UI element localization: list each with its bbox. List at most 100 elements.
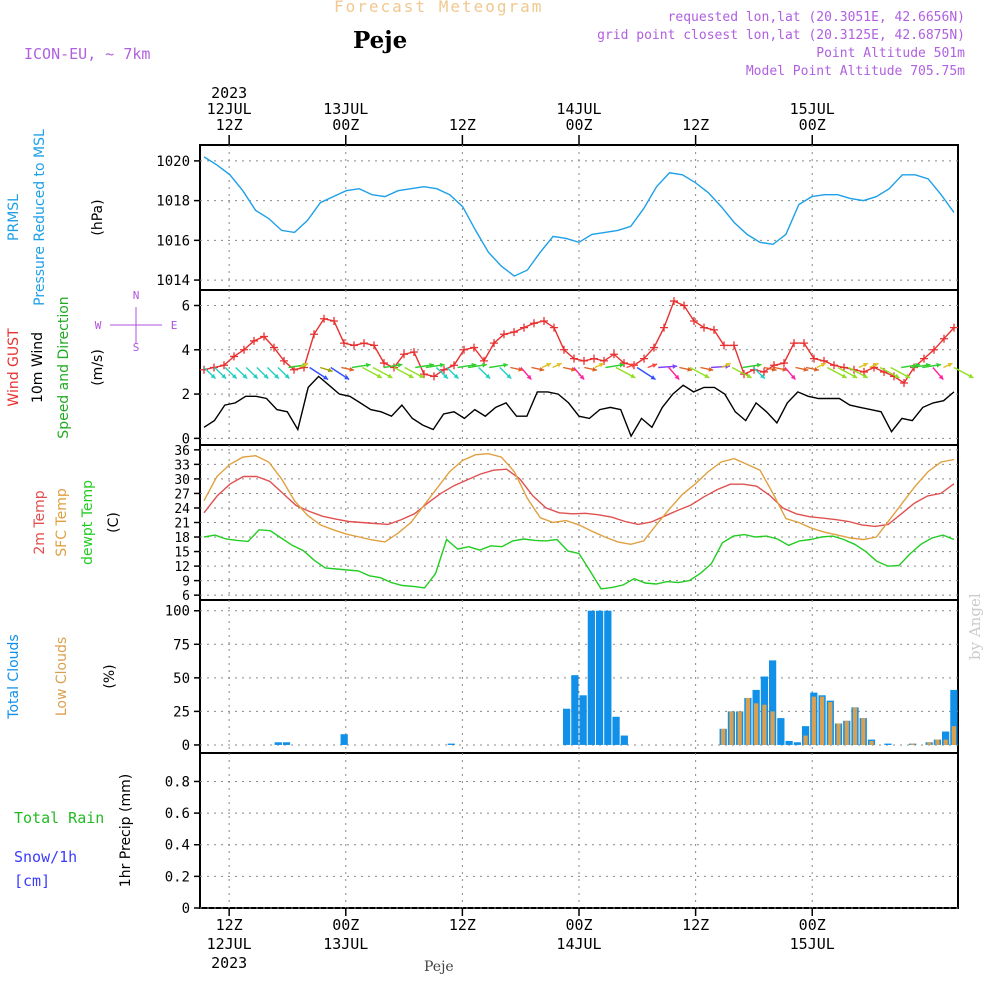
wind-arrowhead [365, 362, 371, 368]
wind-arrowhead [210, 373, 216, 379]
y-tick-label: 6 [182, 299, 190, 315]
total-cloud-bar [942, 731, 950, 745]
panel-label: 10m Wind [30, 332, 46, 403]
total-cloud-bar [579, 695, 587, 745]
gust-marker [640, 354, 648, 363]
wind-arrowhead [303, 362, 309, 368]
wind-arrowhead [349, 366, 355, 372]
wind-arrowhead [443, 373, 448, 379]
gust-marker [930, 345, 938, 354]
wind-arrowhead [274, 373, 279, 379]
wind-arrowhead [862, 373, 868, 378]
wind-arrowhead [439, 362, 445, 368]
panel-pressure [194, 144, 959, 291]
wind-arrowhead [263, 373, 269, 379]
wind-arrowhead [814, 366, 819, 372]
wind-arrowhead [841, 373, 847, 378]
wind-arrowhead [619, 362, 625, 368]
gust-marker [950, 323, 958, 332]
top-time-label: 00Z [332, 116, 359, 134]
wind-arrowhead [630, 373, 636, 378]
compass-e: E [171, 319, 178, 332]
top-time-label: 12Z [216, 116, 243, 134]
gust-marker [430, 372, 438, 381]
gust-marker [540, 317, 548, 325]
low-cloud-bar [951, 726, 956, 745]
gust-marker [710, 325, 718, 334]
y-tick-label: 1020 [156, 154, 190, 170]
gust-marker [570, 354, 578, 363]
wind-arrowhead [503, 362, 508, 368]
total-cloud-bar [950, 689, 958, 745]
gust-marker [330, 317, 338, 325]
wind-arrowhead [571, 366, 576, 372]
gust-marker [680, 301, 688, 310]
gust-marker [390, 363, 398, 372]
low-cloud-bar [729, 711, 734, 745]
series-line [203, 156, 955, 277]
bottom-time-label: 00Z [799, 916, 826, 934]
gust-marker [340, 339, 348, 348]
station-name: Peje [353, 27, 408, 54]
bottom-time-label: 12Z [216, 916, 243, 934]
wind-arrowhead [771, 366, 777, 372]
low-cloud-bar [943, 739, 948, 745]
y-tick-label: 6 [182, 589, 190, 604]
gust-marker [750, 365, 758, 374]
gust-marker [250, 336, 258, 345]
gust-marker [240, 345, 248, 354]
wind-arrowhead [323, 375, 329, 380]
gust-marker [260, 332, 268, 341]
requested-location: requested lon,lat (20.3051E, 42.6656N) [667, 10, 965, 25]
wind-arrowhead [327, 367, 333, 373]
total-cloud-bar [447, 743, 455, 745]
y-tick-label: 0.4 [165, 838, 190, 854]
gust-marker [700, 323, 708, 332]
series-line [203, 452, 955, 546]
wind-arrowhead [652, 363, 658, 368]
wind-arrowhead [687, 366, 693, 372]
series-line [203, 300, 955, 384]
y-tick-label: 1014 [156, 273, 190, 289]
total-cloud-bar [595, 610, 604, 745]
gust-marker [530, 319, 538, 328]
gust-marker [920, 354, 928, 363]
y-tick-label: 0 [182, 431, 190, 447]
top-time-label: 12Z [682, 116, 709, 134]
total-cloud-bar [282, 742, 291, 745]
gust-marker [360, 339, 368, 348]
wind-arrowhead [803, 366, 809, 372]
bottom-time-label: 13JUL [323, 935, 368, 953]
grid-point-location: grid point closest lon,lat (20.3125E, 42… [597, 28, 965, 43]
panel-label: (m/s) [90, 349, 106, 386]
gust-marker [320, 314, 328, 323]
gust-marker [580, 356, 588, 365]
total-cloud-bar [793, 742, 801, 745]
wind-arrowhead [598, 362, 604, 368]
panel-label: 1hr Precip (mm) [118, 774, 134, 887]
top-time-label: 12JUL [207, 100, 252, 118]
total-cloud-bar [587, 610, 595, 745]
panel-label: Wind GUST [6, 328, 22, 407]
top-time-label: 2023 [211, 84, 247, 102]
gust-marker [620, 359, 628, 368]
wind-arrowhead [344, 375, 350, 380]
y-tick-label: 12 [174, 560, 190, 575]
low-cloud-bar [844, 720, 849, 745]
gust-marker [440, 365, 448, 374]
wind-arrowhead [725, 362, 731, 368]
wind-arrowhead [518, 366, 524, 372]
y-tick-label: 0 [182, 738, 190, 754]
low-cloud-bar [861, 718, 866, 745]
panel-wind [110, 289, 974, 446]
panel-label: Pressure Reduced to MSL [32, 129, 48, 306]
gust-marker [350, 341, 358, 350]
total-cloud-bar [340, 734, 348, 745]
wind-arrowhead [852, 373, 858, 378]
gust-marker [380, 359, 388, 368]
y-tick-label: 4 [182, 343, 190, 359]
gust-marker [270, 343, 278, 352]
low-cloud-bar [721, 728, 726, 745]
y-tick-label: 0.6 [165, 806, 190, 822]
